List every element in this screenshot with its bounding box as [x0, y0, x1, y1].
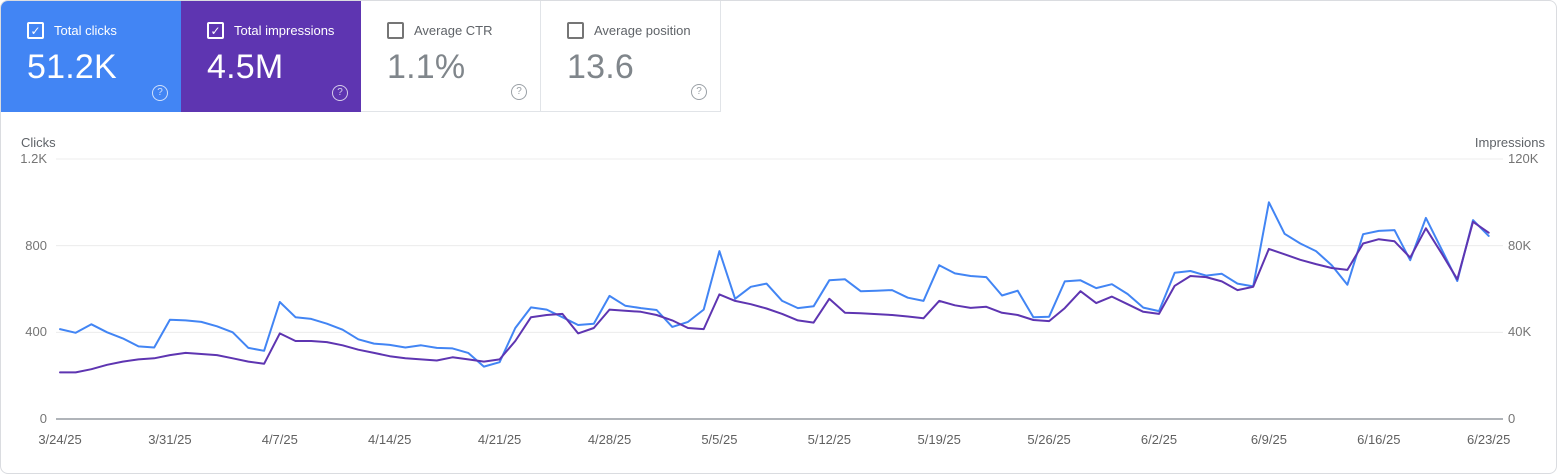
card-total-impressions[interactable]: ✓ Total impressions 4.5M ? — [181, 1, 361, 112]
right-axis-title: Impressions — [1474, 135, 1545, 150]
y-axis-tick-right: 120K — [1508, 151, 1539, 166]
x-axis-tick: 5/12/25 — [807, 432, 851, 447]
total-clicks-value: 51.2K — [27, 48, 117, 86]
y-axis-tick-left: 0 — [39, 411, 47, 426]
total-impressions-line[interactable] — [59, 220, 1490, 374]
y-axis-tick-left: 1.2K — [20, 151, 47, 166]
card-total-clicks[interactable]: ✓ Total clicks 51.2K ? — [1, 1, 181, 112]
x-axis-tick: 5/26/25 — [1027, 432, 1071, 447]
x-axis-tick: 5/19/25 — [917, 432, 961, 447]
y-axis-tick-right: 80K — [1508, 237, 1532, 253]
left-axis-title: Clicks — [21, 135, 56, 150]
total-clicks-line[interactable] — [59, 201, 1490, 368]
x-axis-tick: 4/21/25 — [477, 432, 522, 447]
card-label: Average CTR — [414, 23, 493, 38]
checkbox-checked-icon[interactable]: ✓ — [27, 22, 44, 39]
y-axis-tick-left: 400 — [25, 324, 47, 340]
checkbox-unchecked-icon[interactable] — [567, 22, 584, 39]
card-label: Total impressions — [234, 23, 335, 38]
x-axis-tick: 6/23/25 — [1467, 432, 1511, 447]
y-axis-tick-right: 40K — [1508, 324, 1532, 340]
card-average-position[interactable]: Average position 13.6 ? — [541, 1, 721, 112]
help-icon[interactable]: ? — [511, 84, 527, 100]
help-icon[interactable]: ? — [691, 84, 707, 100]
card-average-ctr[interactable]: Average CTR 1.1% ? — [361, 1, 541, 112]
help-icon[interactable]: ? — [152, 85, 168, 101]
total-impressions-value: 4.5M — [207, 48, 284, 86]
x-axis-tick: 3/31/25 — [148, 432, 192, 447]
help-icon[interactable]: ? — [332, 85, 348, 101]
x-axis-tick: 6/16/25 — [1357, 432, 1401, 447]
average-ctr-value: 1.1% — [387, 48, 466, 86]
average-position-value: 13.6 — [567, 48, 634, 86]
card-label: Average position — [594, 23, 691, 38]
checkbox-unchecked-icon[interactable] — [387, 22, 404, 39]
y-axis-tick-right: 0 — [1508, 411, 1516, 426]
x-axis-tick: 4/7/25 — [261, 432, 298, 447]
x-axis-tick: 4/14/25 — [368, 432, 412, 447]
metric-cards: ✓ Total clicks 51.2K ? ✓ Total impressio… — [1, 1, 721, 112]
x-axis-tick: 6/2/25 — [1140, 432, 1178, 447]
y-axis-tick-left: 800 — [25, 237, 47, 253]
card-label: Total clicks — [54, 23, 117, 38]
checkbox-checked-icon[interactable]: ✓ — [207, 22, 224, 39]
x-axis-tick: 5/5/25 — [701, 432, 738, 447]
x-axis-tick: 4/28/25 — [587, 432, 632, 447]
x-axis-tick: 3/24/25 — [38, 432, 82, 447]
x-axis-tick: 6/9/25 — [1250, 432, 1287, 447]
